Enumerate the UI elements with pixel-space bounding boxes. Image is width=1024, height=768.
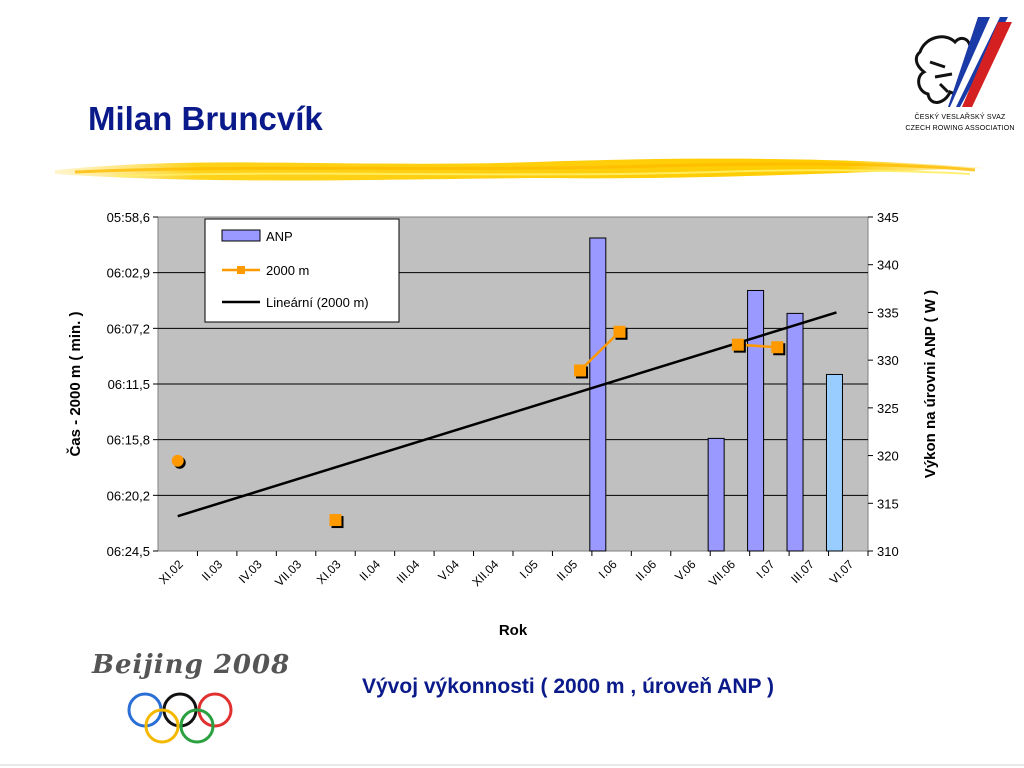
right-tick-label: 315	[877, 496, 899, 511]
anp-bar	[825, 373, 843, 552]
trendline	[177, 311, 837, 518]
right-tick-label: 320	[877, 449, 899, 464]
anp-bar	[707, 437, 725, 552]
left-tick-label: 06:02,9	[107, 266, 150, 281]
logo-line-1: ČESKÝ VESLAŘSKÝ SVAZ	[914, 114, 1006, 121]
x-tick-label: XI.02	[156, 557, 186, 587]
x-axis-title: Rok	[499, 622, 528, 639]
x-tick-label: XII.04	[469, 557, 501, 589]
marker-2000m	[329, 514, 342, 527]
x-tick-label: II.04	[357, 557, 384, 584]
anp-bar	[747, 289, 765, 552]
right-tick-label: 335	[877, 305, 899, 320]
right-tick-label: 330	[877, 353, 899, 368]
x-tick-label: I.06	[596, 557, 620, 581]
left-tick-label: 06:24,5	[107, 544, 150, 559]
page-title: Milan Bruncvík	[88, 100, 323, 137]
left-axis-title: Čas - 2000 m ( min. )	[66, 311, 84, 456]
x-tick-label: I.07	[753, 557, 777, 581]
legend-label-trendline: Lineární (2000 m)	[266, 295, 369, 310]
left-tick-label: 06:11,5	[108, 377, 150, 392]
x-tick-label: III.07	[788, 557, 817, 586]
line-2000m-segment	[579, 330, 621, 372]
right-tick-label: 325	[877, 401, 899, 416]
x-tick-label: XI.03	[314, 557, 344, 587]
right-axis-title: Výkon na úrovni ANP ( W )	[922, 290, 939, 478]
x-tick-label: VII.06	[706, 557, 738, 589]
x-tick-label: V.04	[435, 557, 462, 584]
footer-divider	[0, 764, 1024, 766]
right-tick-label: 345	[877, 210, 899, 225]
marker-2000m	[771, 341, 784, 354]
yellow-brush-stroke	[55, 158, 985, 181]
x-tick-label: II.03	[199, 557, 226, 584]
x-tick-label: V.06	[672, 557, 699, 584]
x-tick-label: II.05	[554, 557, 581, 584]
legend-swatch-anp	[221, 229, 261, 242]
logo-line-2: CZECH ROWING ASSOCIATION	[905, 125, 1015, 132]
x-tick-label: II.06	[633, 557, 660, 584]
x-tick-label: VI.07	[827, 557, 857, 587]
legend-label-anp: ANP	[266, 229, 293, 244]
left-tick-label: 06:20,2	[107, 488, 150, 503]
left-tick-label: 06:15,8	[107, 433, 150, 448]
legend-label-2000m: 2000 m	[266, 263, 309, 278]
x-tick-label: III.04	[394, 557, 423, 586]
right-tick-label: 340	[877, 258, 899, 273]
anp-bar	[589, 237, 607, 552]
x-tick-label: IV.03	[236, 557, 265, 586]
marker-2000m	[613, 325, 626, 338]
legend-swatch-2000m-marker	[237, 266, 245, 274]
chart-subtitle: Vývoj výkonnosti ( 2000 m , úroveň ANP )	[362, 675, 774, 698]
right-tick-label: 310	[877, 544, 899, 559]
marker-2000m	[171, 454, 184, 467]
czech-rowing-lion-logo	[914, 17, 1012, 107]
left-tick-label: 06:07,2	[107, 321, 150, 336]
marker-2000m	[731, 338, 744, 351]
beijing-2008-logo-text: Beijing 2008	[92, 650, 291, 680]
marker-2000m	[574, 364, 587, 377]
left-tick-label: 05:58,6	[107, 210, 150, 225]
olympic-rings-icon	[127, 692, 233, 744]
anp-bar	[786, 312, 804, 552]
x-tick-label: VII.03	[272, 557, 304, 589]
x-tick-label: I.05	[517, 557, 541, 581]
